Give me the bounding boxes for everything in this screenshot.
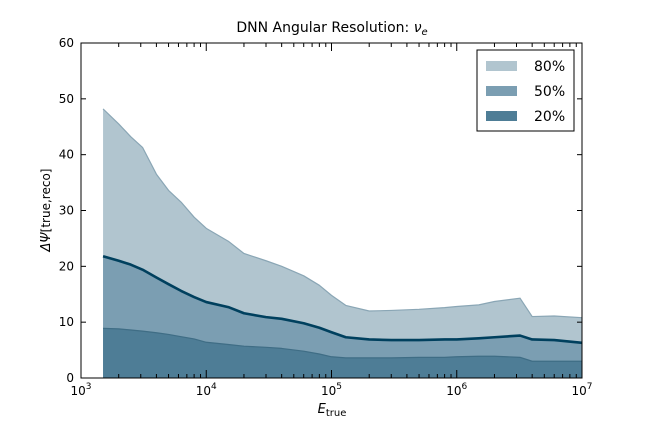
x-tick-label: 105: [321, 382, 342, 398]
x-axis-label-main: E: [318, 402, 327, 417]
legend-swatch: [486, 111, 517, 121]
legend-swatch: [486, 61, 517, 71]
x-axis-label-subscript: true: [326, 408, 347, 419]
x-tick-label: 103: [70, 382, 91, 398]
plot-area: 0 10 20 30 40 50 60 103 104 105 106 107 80% 50% 20%: [59, 36, 593, 398]
legend-label: 20%: [534, 109, 565, 125]
area-series-20pct: [103, 328, 582, 378]
y-axis-label: ΔΨ[true,reco]: [39, 169, 54, 253]
y-axis-label-subscript: [true,reco]: [39, 169, 53, 233]
x-tick-label: 106: [446, 382, 467, 398]
legend-label: 50%: [534, 84, 565, 100]
chart-title-subscript: e: [422, 27, 428, 38]
y-tick-label: 40: [59, 148, 74, 162]
y-axis-label-main: ΔΨ: [39, 232, 54, 253]
y-tick-label: 50: [59, 92, 74, 106]
y-tick-label: 20: [59, 259, 74, 273]
chart-title-symbol: ν: [414, 20, 422, 36]
line-series-20pct: [103, 327, 582, 362]
chart-title: DNN Angular Resolution: νe: [236, 20, 427, 38]
y-tick-label: 0: [66, 371, 74, 385]
x-tick-label: 107: [571, 382, 592, 398]
x-tick-label: 104: [196, 382, 217, 398]
x-axis-label: Etrue: [318, 402, 347, 419]
line-series-80pct: [102, 108, 583, 319]
y-tick-label: 30: [59, 204, 74, 218]
y-tick-label: 10: [59, 315, 74, 329]
y-tick-label: 60: [59, 36, 74, 50]
legend-label: 80%: [534, 59, 565, 75]
legend-swatch: [486, 86, 517, 96]
line-series-50pct: [102, 255, 583, 345]
chart-title-text: DNN Angular Resolution:: [236, 20, 409, 36]
